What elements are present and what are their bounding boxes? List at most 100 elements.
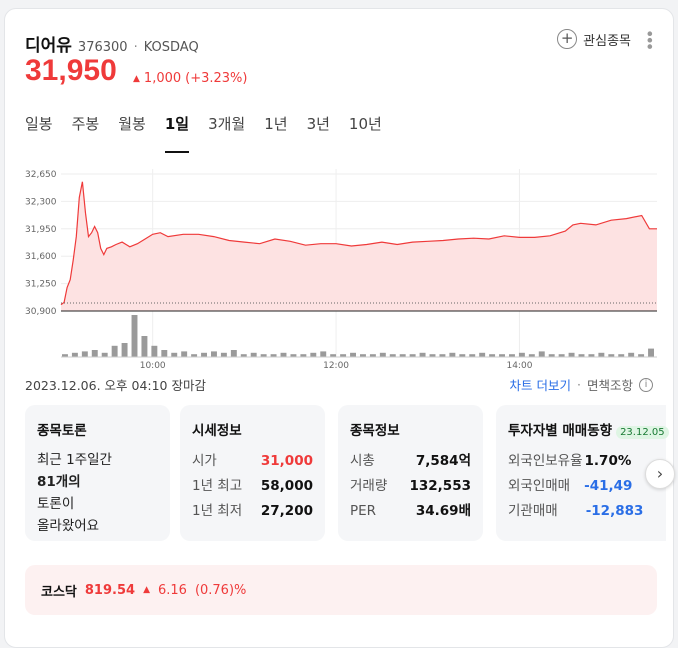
tab-4[interactable]: 3개월 xyxy=(208,115,246,133)
period-tabs: 일봉 주봉 월봉 1일 3개월 1년 3년 10년 xyxy=(25,113,401,153)
index-bar[interactable]: 코스닥 819.54 ▲ 6.16 (0.76)% xyxy=(25,565,657,615)
stock-name[interactable]: 디어유 xyxy=(25,36,72,56)
volume-bar xyxy=(62,354,68,357)
volume-bar xyxy=(399,354,406,357)
favorite-label: 관심종목 xyxy=(583,33,631,49)
tab-5[interactable]: 1년 xyxy=(264,115,288,133)
volume-bar xyxy=(409,354,416,357)
volume-bar xyxy=(489,354,496,357)
forum-count: 81개의 xyxy=(37,474,81,490)
tab-3[interactable]: 1일 xyxy=(164,113,197,153)
y-tick-label: 31,600 xyxy=(25,252,57,262)
market-label: KOSDAQ xyxy=(143,40,199,55)
change-amount: 1,000 xyxy=(143,71,182,86)
investor-row: 외국인보유율 1.70% xyxy=(508,449,654,474)
investor-label: 외국인보유율 xyxy=(508,453,583,469)
price-area xyxy=(61,181,657,311)
index-name: 코스닥 xyxy=(41,584,77,600)
volume-bar xyxy=(101,352,108,357)
stock-card: 디어유 376300 · KOSDAQ + 관심종목 ••• 31,950 ▲ … xyxy=(4,8,675,648)
tab-2[interactable]: 월봉 xyxy=(118,115,146,133)
info-value: 132,553 xyxy=(409,478,472,494)
volume-bar xyxy=(240,354,247,357)
quote-value: 58,000 xyxy=(260,478,313,494)
volume-bar xyxy=(558,354,565,357)
forum-title: 종목토론 xyxy=(37,423,87,439)
info-title: 종목정보 xyxy=(350,423,400,439)
volume-bar xyxy=(300,354,307,357)
info-label: PER xyxy=(350,503,377,519)
volume-bar xyxy=(439,354,446,357)
volume-bar xyxy=(260,354,267,357)
quote-value: 27,200 xyxy=(260,503,313,519)
y-tick-label: 31,250 xyxy=(25,280,57,290)
tab-7[interactable]: 10년 xyxy=(348,115,382,133)
investor-title-text: 투자자별 매매동향 xyxy=(508,423,613,439)
investor-label: 외국인매매 xyxy=(508,478,571,494)
volume-bar xyxy=(429,354,436,357)
info-label: 거래량 xyxy=(350,478,388,494)
forum-line-4: 올라왔어요 xyxy=(37,518,100,534)
investor-row: 기관매매 -12,883 xyxy=(508,499,654,524)
volume-bar xyxy=(389,354,396,357)
quote-box[interactable]: 시세정보 시가 31,000 1년 최고 58,000 1년 최저 27,200 xyxy=(180,405,325,541)
volume-bar xyxy=(528,354,535,357)
volume-bar xyxy=(449,352,456,357)
timestamp: 2023.12.06. 오후 04:10 장마감 xyxy=(25,378,206,393)
info-icon[interactable]: i xyxy=(639,377,653,392)
investor-label: 기관매매 xyxy=(508,503,558,519)
x-tick-label: 10:00 xyxy=(140,361,166,369)
forum-line-1: 최근 1주일간 xyxy=(37,452,112,468)
quote-label: 1년 최고 xyxy=(192,478,243,494)
x-tick-label: 12:00 xyxy=(323,361,349,369)
volume-bar xyxy=(638,354,645,357)
price-change: ▲ 1,000 (+3.23%) xyxy=(133,71,247,86)
tab-0[interactable]: 일봉 xyxy=(25,115,53,133)
investor-value: 1.70% xyxy=(584,453,632,469)
volume-bar xyxy=(131,315,138,357)
volume-bar xyxy=(161,350,168,357)
y-tick-label: 30,900 xyxy=(25,307,57,317)
volume-bar xyxy=(518,352,525,357)
up-arrow-icon: ▲ xyxy=(143,585,150,595)
forum-box[interactable]: 종목토론 최근 1주일간 81개의 토론이 올라왔어요 xyxy=(25,405,170,541)
investor-box[interactable]: 투자자별 매매동향 23.12.05 외국인보유율 1.70% 외국인매매 -41… xyxy=(496,405,669,541)
forum-line-3: 토론이 xyxy=(37,496,75,512)
volume-bar xyxy=(171,352,178,357)
add-favorite-button[interactable]: + 관심종목 xyxy=(557,29,631,49)
x-tick-label: 14:00 xyxy=(506,361,532,369)
volume-bar xyxy=(71,352,78,357)
chart-more-link[interactable]: 차트 더보기 xyxy=(509,378,571,393)
volume-bar xyxy=(459,354,466,357)
info-row: PER 34.69배 xyxy=(350,499,471,524)
volume-bar xyxy=(369,354,376,357)
y-tick-label: 32,650 xyxy=(25,170,57,180)
volume-bar xyxy=(330,354,337,357)
stock-header: 디어유 376300 · KOSDAQ xyxy=(25,31,199,56)
kebab-icon[interactable]: ••• xyxy=(640,29,659,49)
volume-bar xyxy=(220,352,227,357)
volume-bar xyxy=(270,354,277,357)
disclaimer-link[interactable]: 면책조항 xyxy=(586,378,633,393)
volume-bar xyxy=(290,354,297,357)
info-box[interactable]: 종목정보 시총 7,584억 거래량 132,553 PER 34.69배 xyxy=(338,405,483,541)
volume-bar xyxy=(598,352,605,357)
volume-bar xyxy=(181,351,188,357)
volume-bar xyxy=(151,345,158,357)
investor-title: 투자자별 매매동향 23.12.05 xyxy=(508,419,669,439)
quote-row: 1년 최고 58,000 xyxy=(192,474,313,499)
tab-6[interactable]: 3년 xyxy=(306,115,330,133)
volume-bar xyxy=(320,351,327,357)
volume-bar xyxy=(121,343,128,357)
chevron-right-icon[interactable]: › xyxy=(645,459,675,489)
volume-bar xyxy=(81,351,88,357)
volume-bar xyxy=(201,352,207,357)
index-change: 6.16 xyxy=(157,582,187,598)
y-tick-label: 31,950 xyxy=(25,225,57,235)
volume-bar xyxy=(648,348,654,357)
volume-bar xyxy=(628,352,635,357)
price-chart[interactable]: 32,650 32,300 31,950 31,600 31,250 30,900 10:0… xyxy=(25,159,657,369)
tab-1[interactable]: 주봉 xyxy=(71,115,100,133)
volume-bar xyxy=(340,354,347,357)
separator-dot: · xyxy=(577,377,581,392)
